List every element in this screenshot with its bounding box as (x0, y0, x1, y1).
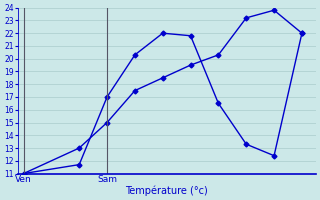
X-axis label: Température (°c): Température (°c) (125, 185, 208, 196)
